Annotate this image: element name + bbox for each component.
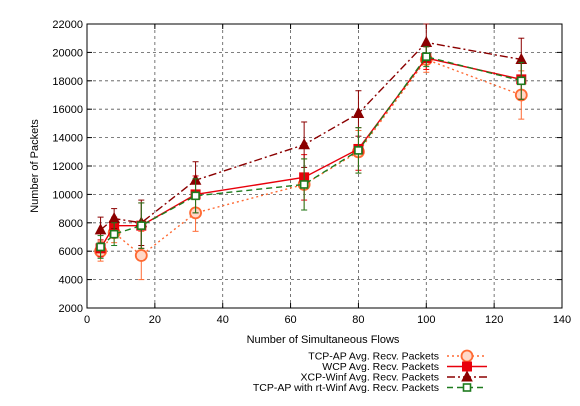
data-point xyxy=(352,106,365,118)
x-tick-label: 140 xyxy=(553,314,571,326)
legend-label: XCP-Winf Avg. Recv. Packets xyxy=(301,372,440,384)
data-point xyxy=(136,221,146,230)
series-line xyxy=(99,57,522,249)
y-tick-label: 20000 xyxy=(52,47,83,59)
x-tick-label: 0 xyxy=(84,314,90,326)
legend-swatch-marker xyxy=(460,349,474,363)
series-4 xyxy=(96,46,526,259)
data-point xyxy=(96,242,105,252)
series-line xyxy=(100,58,522,257)
data-point xyxy=(298,138,310,150)
y-tick-label: 18000 xyxy=(52,76,83,88)
y-tick-label: 10000 xyxy=(52,189,83,201)
series-3 xyxy=(94,23,528,247)
data-point xyxy=(191,191,200,201)
y-tick-label: 4000 xyxy=(59,275,83,287)
data-point xyxy=(108,211,120,224)
x-tick-label: 100 xyxy=(417,314,435,326)
legend-entry-3: XCP-Winf Avg. Recv. Packets xyxy=(301,370,487,384)
grid xyxy=(87,24,562,308)
y-tick-label: 14000 xyxy=(52,133,83,145)
y-tick-label: 16000 xyxy=(52,104,83,116)
y-tick-label: 8000 xyxy=(59,218,83,230)
series-line xyxy=(100,55,522,248)
legend-swatch-marker xyxy=(462,383,472,392)
x-tick-label: 40 xyxy=(217,314,229,326)
series-1 xyxy=(94,46,528,281)
data-point xyxy=(109,229,119,239)
y-axis-label: Number of Packets xyxy=(29,119,41,213)
data-point xyxy=(421,52,431,61)
series-2 xyxy=(95,46,527,258)
axes: 0 20 40 60 80 100 120 140 2000 4000 6000 8000 10000 1… xyxy=(52,19,571,326)
legend-swatch-marker xyxy=(461,370,473,382)
legend-entry-1: TCP-AP Avg. Recv. Packets xyxy=(308,349,487,363)
legend-label: WCP Avg. Recv. Packets xyxy=(322,361,439,373)
data-point xyxy=(354,146,363,155)
x-tick-label: 60 xyxy=(284,314,296,326)
legend-swatch-marker xyxy=(462,361,472,372)
data-point xyxy=(134,249,148,262)
data-point xyxy=(516,76,526,86)
x-axis-label: Number of Simultaneous Flows xyxy=(247,334,400,346)
y-tick-label: 2000 xyxy=(59,303,83,315)
series-layer xyxy=(94,23,528,281)
data-point xyxy=(94,223,107,235)
y-tick-label: 22000 xyxy=(52,19,83,31)
x-tick-label: 20 xyxy=(149,314,161,326)
data-point xyxy=(299,180,309,189)
legend-label: TCP-AP Avg. Recv. Packets xyxy=(308,351,439,363)
legend-entry-4: TCP-AP with rt-Winf Avg. Recv. Packets xyxy=(253,382,487,394)
x-tick-label: 80 xyxy=(352,314,364,326)
data-point xyxy=(420,35,433,47)
legend-label: TCP-AP with rt-Winf Avg. Recv. Packets xyxy=(253,382,439,394)
y-tick-label: 12000 xyxy=(52,161,83,173)
series-line xyxy=(100,41,522,231)
y-tick-label: 6000 xyxy=(59,246,83,258)
x-tick-label: 120 xyxy=(485,314,503,326)
